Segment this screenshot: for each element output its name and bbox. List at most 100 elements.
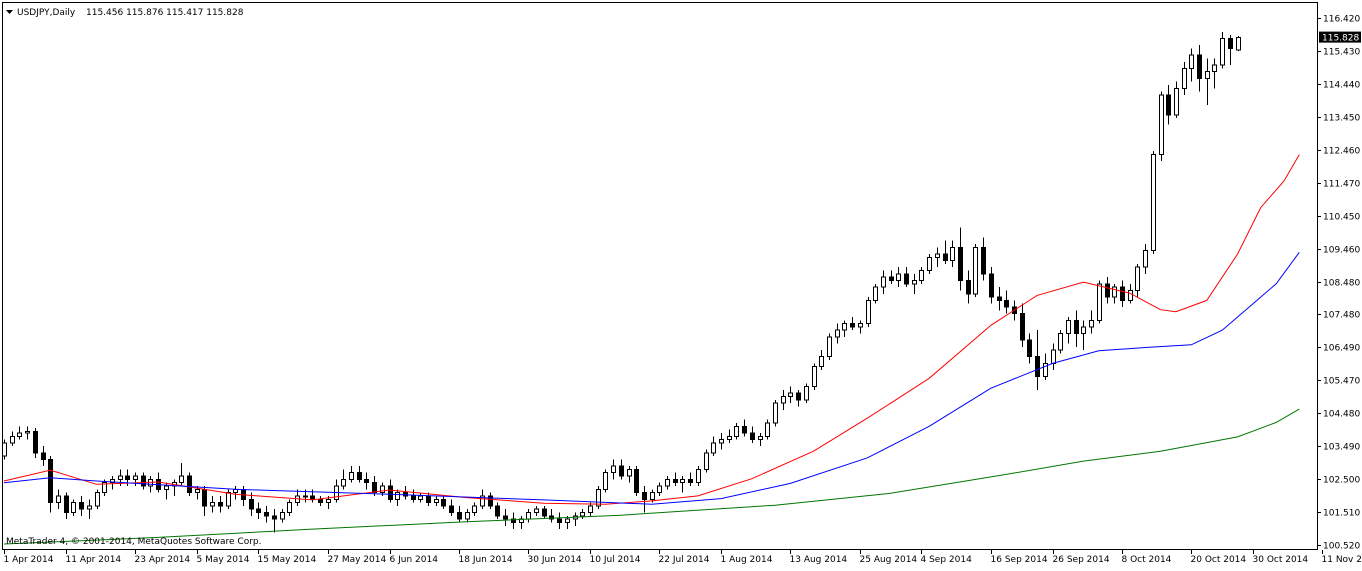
- candle-body: [735, 426, 739, 436]
- candle-body: [427, 496, 431, 503]
- candle-body: [11, 436, 15, 443]
- candle-body: [219, 503, 223, 506]
- candle-body: [72, 503, 76, 513]
- candle-body: [1067, 320, 1071, 333]
- candle-body: [1221, 39, 1225, 66]
- candle-body: [944, 254, 948, 261]
- time-tick-label: 11 Nov 2014: [1322, 555, 1362, 565]
- candle-body: [458, 513, 462, 520]
- candle-body: [1175, 88, 1179, 115]
- candle-body: [1098, 284, 1102, 320]
- candle-body: [681, 479, 685, 482]
- current-price-tag: 115.828: [1319, 32, 1361, 44]
- candle-body: [905, 274, 909, 284]
- candle-body: [227, 493, 231, 506]
- chart-header: USDJPY,Daily 115.456 115.876 115.417 115…: [6, 8, 244, 18]
- candle-body: [504, 516, 508, 519]
- price-tick-label: 112.460: [1323, 147, 1360, 157]
- time-tick-label: 15 May 2014: [258, 555, 317, 565]
- price-tick-label: 114.440: [1323, 81, 1360, 91]
- candle-body: [1183, 68, 1187, 88]
- candle-body: [782, 397, 786, 404]
- candle-body: [389, 486, 393, 499]
- candle-body: [435, 499, 439, 502]
- ohlc-readout: 115.456 115.876 115.417 115.828: [86, 8, 244, 18]
- candle-body: [882, 277, 886, 287]
- candle-body: [412, 496, 416, 499]
- time-tick-label: 11 Apr 2014: [66, 555, 122, 565]
- candle-body: [49, 459, 53, 502]
- candle-body: [874, 287, 878, 300]
- price-tick-label: 101.510: [1323, 509, 1360, 519]
- candle-body: [766, 423, 770, 436]
- candle-body: [1113, 287, 1117, 297]
- candle-body: [1160, 95, 1164, 155]
- time-tick-label: 23 Apr 2014: [135, 555, 191, 565]
- time-tick-label: 25 Aug 2014: [860, 555, 918, 565]
- candle-body: [96, 493, 100, 506]
- candle-body: [80, 503, 84, 510]
- candle-body: [311, 496, 315, 499]
- candle-body: [967, 281, 971, 294]
- candle-body: [1082, 327, 1086, 334]
- candle-body: [242, 489, 246, 499]
- candle-body: [1028, 340, 1032, 357]
- candle-body: [535, 509, 539, 512]
- candle-body: [450, 506, 454, 513]
- candle-body: [273, 516, 277, 519]
- candle-body: [1090, 320, 1094, 327]
- time-tick-label: 1 Apr 2014: [4, 555, 54, 565]
- candle-body: [496, 506, 500, 516]
- candle-body: [890, 277, 894, 280]
- candle-body: [57, 496, 61, 503]
- candle-body: [1052, 350, 1056, 363]
- candle-body: [327, 499, 331, 502]
- candle-body: [342, 479, 346, 486]
- price-axis: 116.420115.430114.440113.450112.460111.4…: [1317, 15, 1360, 552]
- candle-body: [381, 486, 385, 493]
- candle-body: [1021, 314, 1025, 341]
- candle-body: [920, 271, 924, 281]
- candle-body: [257, 509, 261, 512]
- candle-body: [859, 324, 863, 327]
- candle-body: [813, 367, 817, 387]
- candle-body: [1106, 284, 1110, 297]
- candle-body: [1036, 357, 1040, 377]
- copyright-text: MetaTrader 4, © 2001-2014, MetaQuotes So…: [6, 537, 262, 547]
- candle-body: [982, 247, 986, 274]
- candle-body: [797, 393, 801, 400]
- candle-body: [604, 473, 608, 490]
- candle-body: [396, 493, 400, 500]
- candle-body: [404, 493, 408, 496]
- candle-body: [1237, 38, 1241, 50]
- candle-body: [350, 473, 354, 480]
- time-tick-label: 27 May 2014: [328, 555, 387, 565]
- symbol-label: USDJPY,Daily: [17, 8, 76, 18]
- candle-body: [88, 506, 92, 509]
- candle-body: [365, 479, 369, 482]
- candle-body: [851, 324, 855, 327]
- candle-body: [774, 403, 778, 423]
- candle-body: [319, 499, 323, 502]
- price-tick-label: 110.450: [1323, 213, 1360, 223]
- candle-body: [65, 496, 69, 513]
- candle-body: [527, 513, 531, 520]
- candle-body: [867, 300, 871, 323]
- time-tick-label: 8 Oct 2014: [1122, 555, 1172, 565]
- candle-body: [1075, 320, 1079, 333]
- candle-body: [720, 440, 724, 443]
- candle-body: [126, 476, 130, 479]
- time-tick-label: 16 Sep 2014: [991, 555, 1048, 565]
- candle-body: [959, 247, 963, 280]
- candle-body: [250, 499, 254, 509]
- time-tick-label: 20 Oct 2014: [1191, 555, 1247, 565]
- candle-body: [1005, 300, 1009, 307]
- price-tick-label: 111.470: [1323, 180, 1360, 190]
- time-tick-label: 1 Aug 2014: [721, 555, 773, 565]
- price-tick-label: 100.520: [1323, 542, 1360, 552]
- price-tick-label: 106.490: [1323, 344, 1360, 354]
- candle-body: [1144, 251, 1148, 268]
- candle-body: [1121, 287, 1125, 300]
